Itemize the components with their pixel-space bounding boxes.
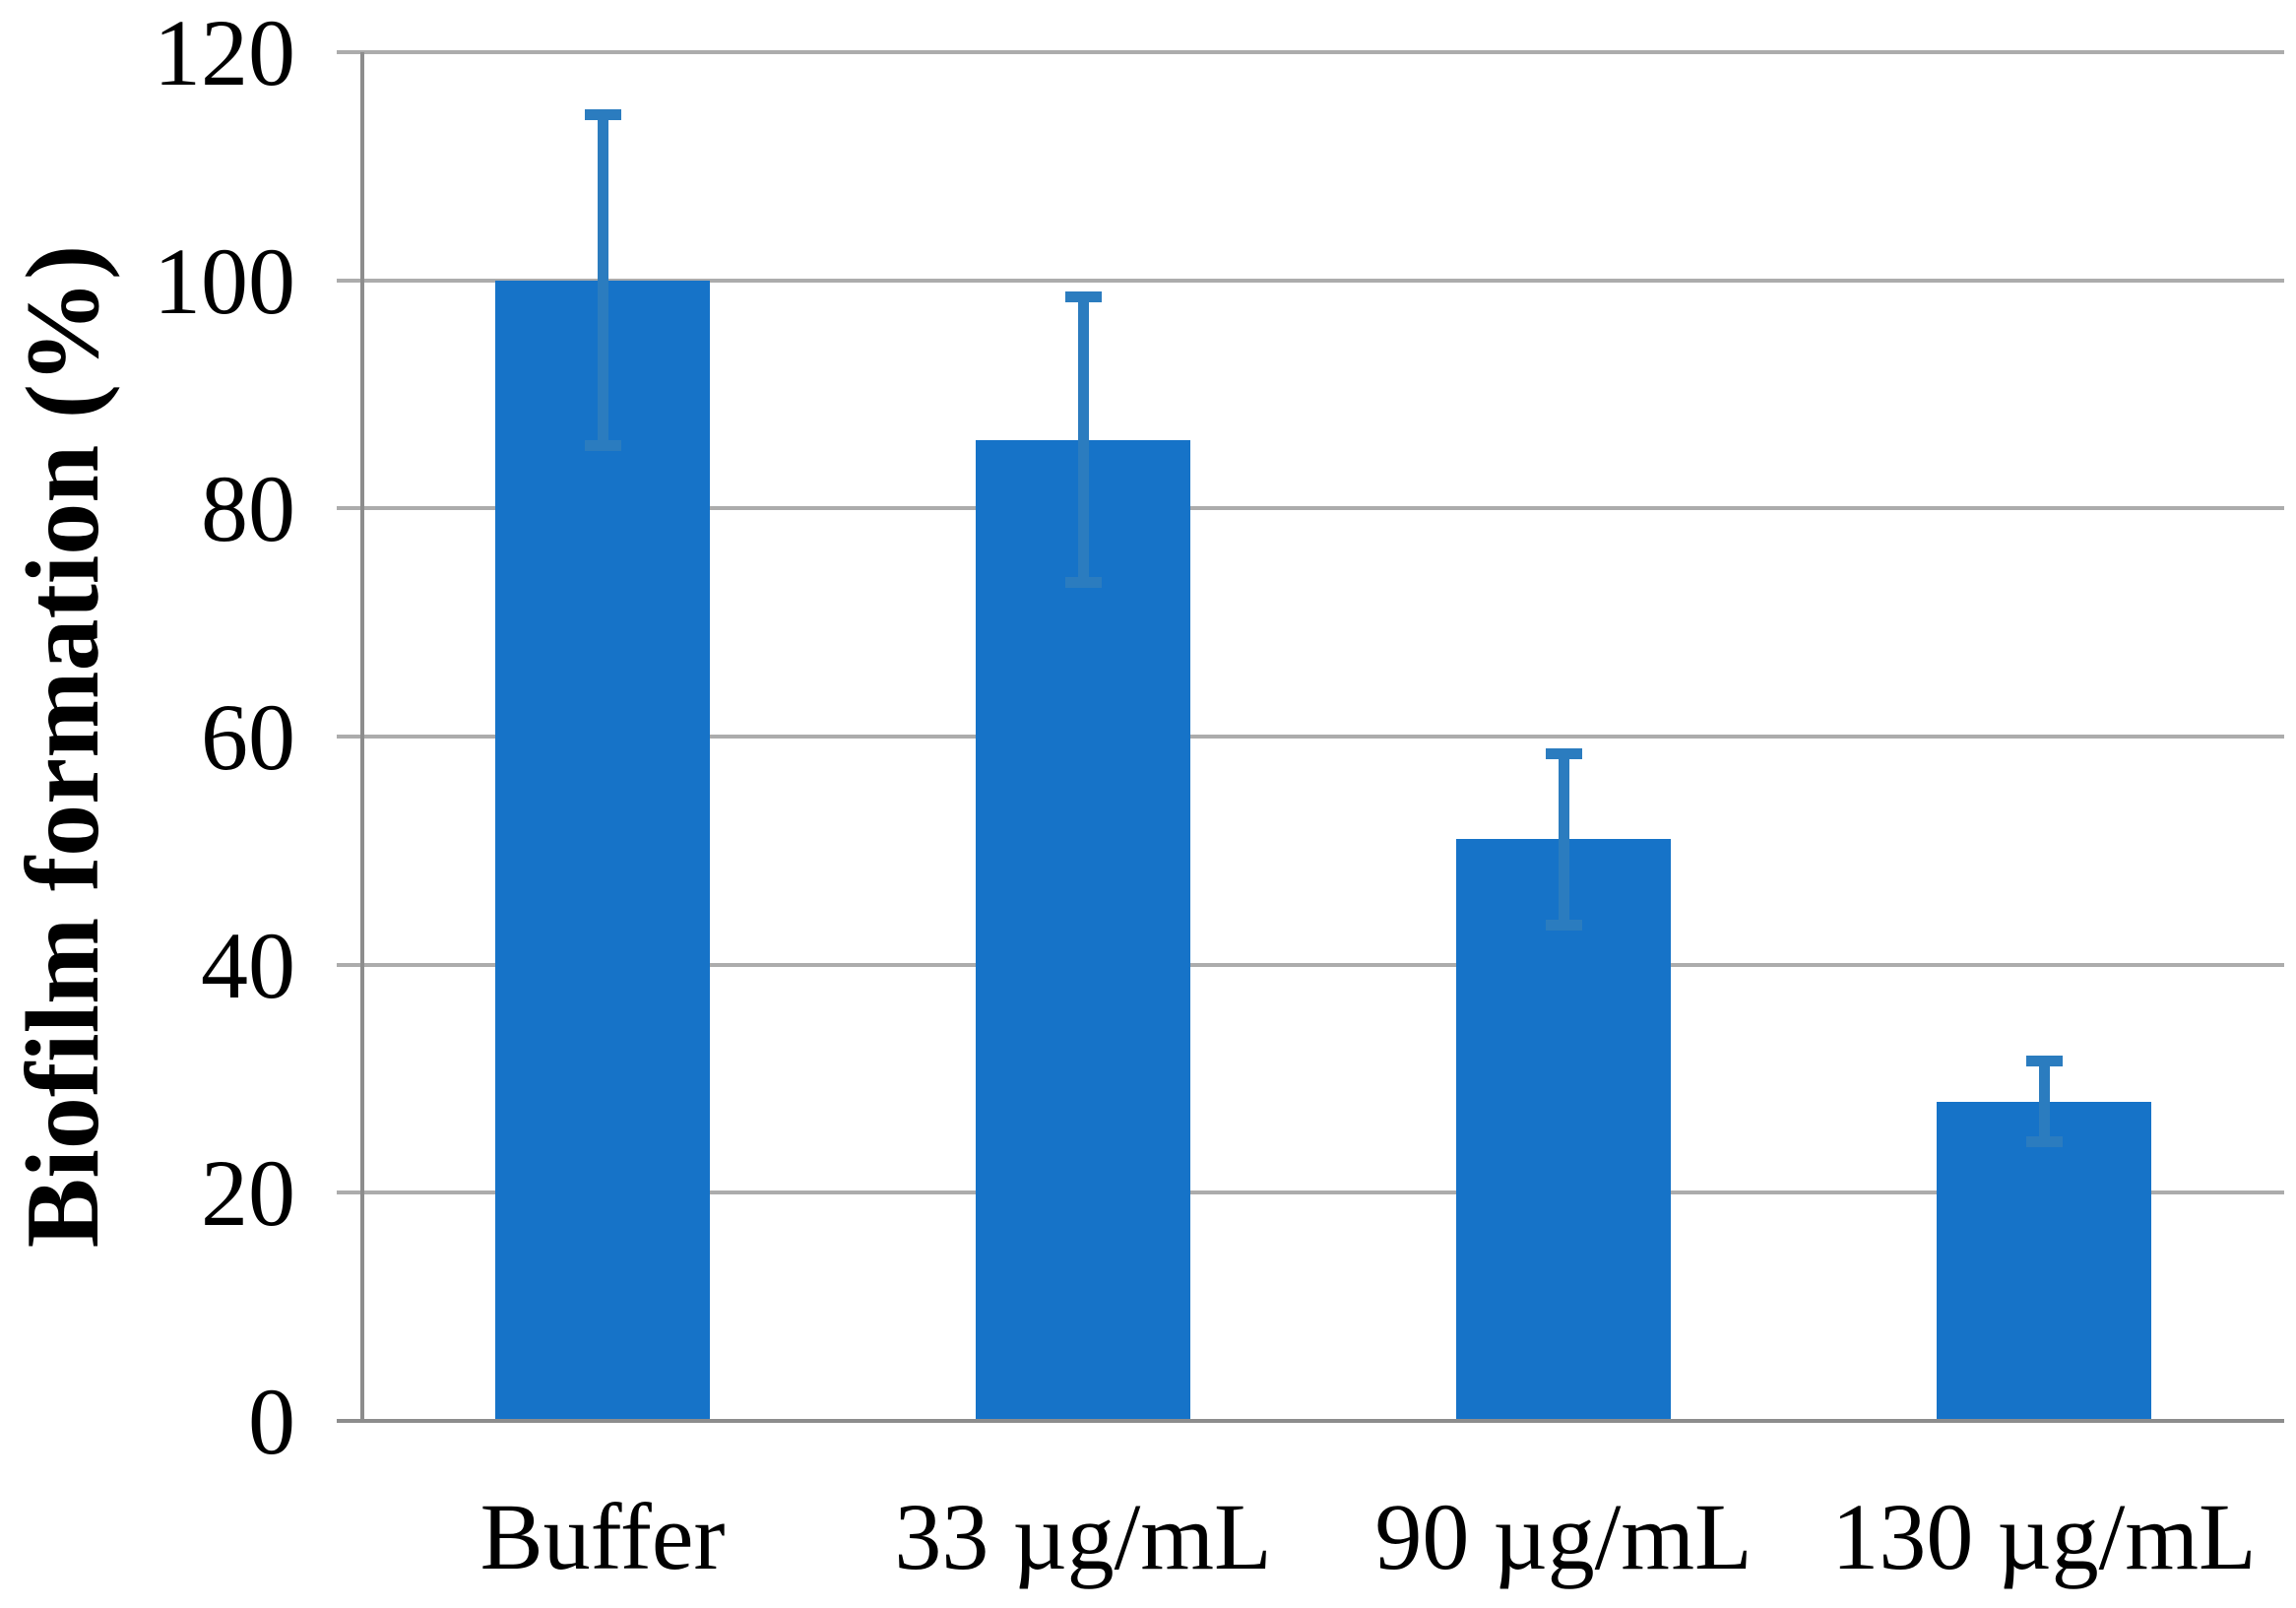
x-tick-label: 130 µg/mL: [1831, 1484, 2257, 1589]
gridline: [337, 962, 2284, 967]
error-bar-whisker: [1077, 291, 1089, 589]
x-axis-tick: [337, 1419, 362, 1423]
bar: [1937, 1101, 2151, 1421]
error-bar-cap-bottom: [1064, 577, 1102, 589]
y-tick-label: 120: [154, 0, 295, 105]
error-bar-cap-top: [2025, 1056, 2063, 1067]
y-tick-label: 0: [248, 1369, 295, 1474]
x-tick-label: 33 µg/mL: [894, 1484, 1272, 1589]
y-tick-label: 100: [154, 227, 295, 334]
y-axis-line: [360, 52, 364, 1423]
bar: [976, 439, 1190, 1421]
gridline: [337, 1190, 2284, 1195]
error-bar-whisker: [2038, 1056, 2050, 1147]
error-bar-cap-bottom: [584, 440, 621, 452]
error-bar-cap-top: [1545, 747, 1582, 759]
x-tick-label: Buffer: [479, 1484, 726, 1589]
error-bar-cap-top: [584, 108, 621, 120]
bar: [495, 280, 710, 1421]
y-tick-label: 80: [201, 456, 295, 562]
bar: [1456, 839, 1671, 1421]
error-bar-whisker: [1558, 747, 1569, 931]
error-bar-cap-bottom: [2025, 1136, 2063, 1147]
gridline: [337, 278, 2284, 283]
gridline: [337, 50, 2284, 54]
y-tick-label: 20: [201, 1140, 295, 1247]
error-bar-cap-top: [1064, 291, 1102, 303]
error-bar-cap-bottom: [1545, 919, 1582, 931]
y-tick-label: 60: [201, 684, 295, 790]
x-axis-line: [362, 1419, 2284, 1423]
gridline: [337, 735, 2284, 739]
gridline: [337, 506, 2284, 511]
x-tick-label: 90 µg/mL: [1374, 1484, 1753, 1589]
y-tick-label: 40: [201, 912, 295, 1018]
error-bar-whisker: [597, 108, 608, 452]
